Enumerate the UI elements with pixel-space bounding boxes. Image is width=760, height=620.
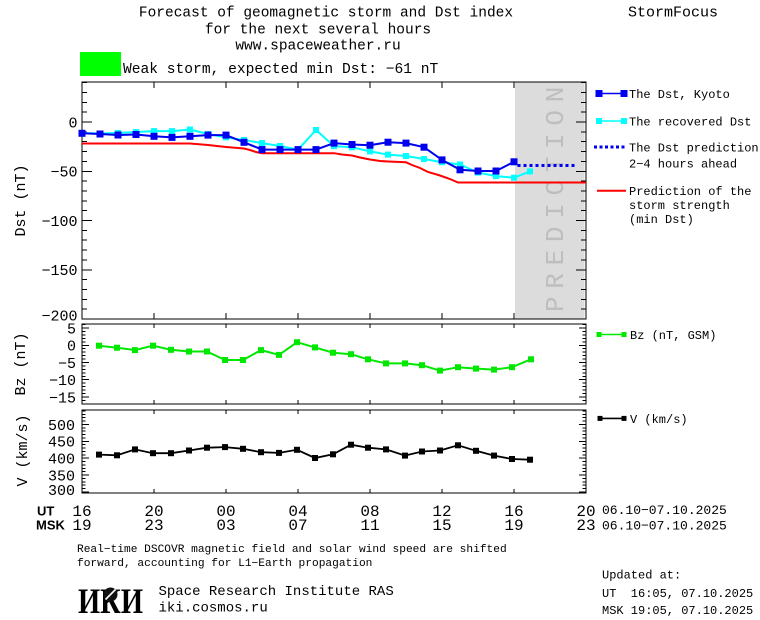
svg-text:11: 11 [360, 517, 379, 535]
svg-text:iki.cosmos.ru: iki.cosmos.ru [159, 601, 268, 617]
svg-text:07: 07 [288, 517, 307, 535]
svg-text:19: 19 [72, 517, 91, 535]
svg-text:12: 12 [432, 503, 451, 521]
svg-text:forward, accounting for L1−Ear: forward, accounting for L1−Earth propaga… [77, 558, 372, 570]
svg-text:5: 5 [67, 322, 76, 339]
svg-text:−100: −100 [41, 214, 77, 231]
svg-text:V (km/s): V (km/s) [15, 414, 32, 486]
svg-text:500: 500 [48, 418, 75, 435]
svg-text:UT 16:05, 07.10.2025: UT 16:05, 07.10.2025 [602, 587, 753, 601]
svg-text:300: 300 [48, 483, 75, 500]
svg-text:MSK: MSK [36, 518, 66, 533]
svg-text:(min Dst): (min Dst) [629, 213, 694, 227]
svg-text:The recovered Dst: The recovered Dst [629, 115, 751, 129]
svg-text:−10: −10 [49, 373, 76, 390]
svg-text:06.10−07.10.2025: 06.10−07.10.2025 [602, 519, 727, 534]
svg-text:23: 23 [144, 517, 163, 535]
svg-text:20: 20 [144, 503, 163, 521]
svg-text:0: 0 [68, 115, 77, 132]
svg-text:Bz (nT, GSM): Bz (nT, GSM) [630, 329, 716, 343]
svg-text:PREDICTION: PREDICTION [541, 79, 571, 312]
svg-text:400: 400 [48, 452, 75, 469]
svg-text:MSK 19:05, 07.10.2025: MSK 19:05, 07.10.2025 [602, 604, 753, 618]
svg-text:−200: −200 [41, 308, 77, 325]
svg-text:16: 16 [504, 503, 523, 521]
svg-text:0: 0 [67, 339, 76, 356]
svg-text:20: 20 [576, 503, 595, 521]
svg-text:−150: −150 [41, 263, 77, 280]
svg-text:2−4 hours ahead: 2−4 hours ahead [629, 157, 737, 171]
svg-text:Forecast of geomagnetic storm: Forecast of geomagnetic storm and Dst in… [139, 6, 513, 22]
svg-text:Updated at:: Updated at: [602, 569, 681, 583]
svg-text:04: 04 [288, 503, 307, 521]
svg-text:storm strength: storm strength [629, 199, 730, 213]
svg-text:00: 00 [216, 503, 235, 521]
svg-text:The Dst, Kyoto: The Dst, Kyoto [629, 88, 730, 102]
svg-text:V (km/s): V (km/s) [630, 413, 688, 427]
svg-text:Space Research Institute RAS: Space Research Institute RAS [159, 584, 394, 600]
svg-text:for the next several hours: for the next several hours [205, 23, 431, 39]
svg-text:Bz (nT): Bz (nT) [13, 332, 30, 395]
svg-text:350: 350 [48, 469, 75, 486]
svg-text:16: 16 [72, 503, 91, 521]
svg-text:Prediction of the: Prediction of the [629, 185, 751, 199]
svg-text:23: 23 [576, 517, 595, 535]
svg-text:Weak storm, expected min Dst:: Weak storm, expected min Dst: −61 nT [123, 62, 439, 78]
svg-text:Dst (nT): Dst (nT) [13, 164, 30, 236]
svg-text:−5: −5 [58, 356, 76, 373]
svg-text:03: 03 [216, 517, 235, 535]
svg-text:19: 19 [504, 517, 523, 535]
svg-text:−50: −50 [50, 165, 77, 182]
svg-text:15: 15 [432, 517, 451, 535]
svg-text:UT: UT [37, 504, 54, 519]
svg-text:StormFocus: StormFocus [628, 5, 718, 22]
svg-text:08: 08 [360, 503, 379, 521]
svg-text:−15: −15 [49, 390, 76, 407]
svg-text:www.spaceweather.ru: www.spaceweather.ru [235, 39, 400, 55]
svg-text:450: 450 [48, 435, 75, 452]
svg-text:The Dst prediction: The Dst prediction [629, 141, 759, 155]
svg-text:06.10−07.10.2025: 06.10−07.10.2025 [602, 503, 727, 518]
svg-text:Real−time DSCOVR magnetic fiel: Real−time DSCOVR magnetic field and sola… [77, 544, 507, 556]
